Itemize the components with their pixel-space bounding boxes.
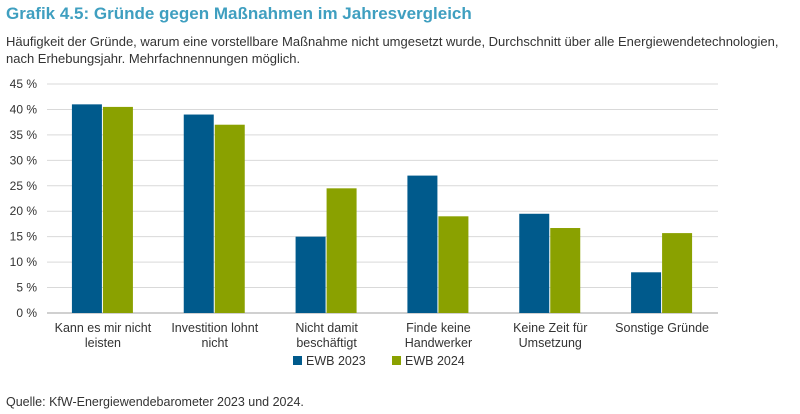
y-tick-label: 30 % xyxy=(10,153,38,167)
bar-ewb-2024-cat-1 xyxy=(214,124,245,313)
chart-subtitle: Häufigkeit der Gründe, warum eine vorste… xyxy=(6,34,779,66)
y-tick-label: 5 % xyxy=(16,281,37,295)
category-label: Sonstige Gründe xyxy=(615,321,709,335)
x-axis-category-labels: Kann es mir nicht leisten Investition lohn… xyxy=(55,321,709,350)
bar-ewb-2024-cat-2 xyxy=(326,188,357,313)
category-label-line: leisten xyxy=(85,336,121,350)
category-label-line: Keine Zeit für xyxy=(513,321,587,335)
source-note: Quelle: KfW-Energiewendebarometer 2023 u… xyxy=(6,395,304,409)
y-tick-label: 15 % xyxy=(10,230,38,244)
y-tick-label: 10 % xyxy=(10,255,38,269)
legend: EWB 2023 EWB 2024 xyxy=(293,354,465,368)
category-label-line: Kann es mir nicht xyxy=(55,321,152,335)
y-tick-label: 25 % xyxy=(10,179,38,193)
legend-swatch xyxy=(392,356,401,365)
bar-ewb-2023-cat-3 xyxy=(407,175,438,313)
chart-title: Grafik 4.5: Gründe gegen Maßnahmen im Ja… xyxy=(6,4,472,23)
category-label-line: beschäftigt xyxy=(296,336,357,350)
bar-ewb-2024-cat-4 xyxy=(550,228,581,313)
category-label-line: Umsetzung xyxy=(519,336,582,350)
bar-ewb-2023-cat-4 xyxy=(519,213,550,313)
legend-label: EWB 2024 xyxy=(405,354,465,368)
category-label-line: nicht xyxy=(202,336,229,350)
bar-chart: 0 % 5 % 10 % 15 % 20 % 25 % 30 % 35 % 40 % 45 % K… xyxy=(10,77,718,368)
category-label-line: Sonstige Gründe xyxy=(615,321,709,335)
bar-ewb-2024-cat-5 xyxy=(662,233,693,313)
category-label: Nicht damit beschäftigt xyxy=(295,321,358,350)
category-label-line: Finde keine xyxy=(406,321,471,335)
y-tick-label: 40 % xyxy=(10,102,38,116)
category-label: Keine Zeit für Umsetzung xyxy=(513,321,587,350)
legend-label: EWB 2023 xyxy=(306,354,366,368)
bar-ewb-2023-cat-5 xyxy=(631,272,662,313)
bar-ewb-2024-cat-3 xyxy=(438,216,469,313)
y-tick-label: 0 % xyxy=(16,306,37,320)
gridlines xyxy=(47,83,718,314)
y-axis-tick-labels: 0 % 5 % 10 % 15 % 20 % 25 % 30 % 35 % 40 % 45 % xyxy=(10,77,38,320)
bar-ewb-2023-cat-1 xyxy=(183,114,214,314)
category-label-line: Handwerker xyxy=(405,336,472,350)
category-label: Kann es mir nicht leisten xyxy=(55,321,152,350)
category-label-line: Investition lohnt xyxy=(171,321,258,335)
y-tick-label: 20 % xyxy=(10,204,38,218)
bar-ewb-2024-cat-0 xyxy=(102,106,133,314)
category-label: Finde keine Handwerker xyxy=(405,321,472,350)
bars xyxy=(71,104,693,314)
legend-swatch xyxy=(293,356,302,365)
bar-ewb-2023-cat-0 xyxy=(71,104,102,313)
y-tick-label: 35 % xyxy=(10,128,38,142)
category-label-line: Nicht damit xyxy=(295,321,358,335)
bar-ewb-2023-cat-2 xyxy=(295,236,326,313)
category-label: Investition lohnt nicht xyxy=(171,321,258,350)
y-tick-label: 45 % xyxy=(10,77,38,91)
